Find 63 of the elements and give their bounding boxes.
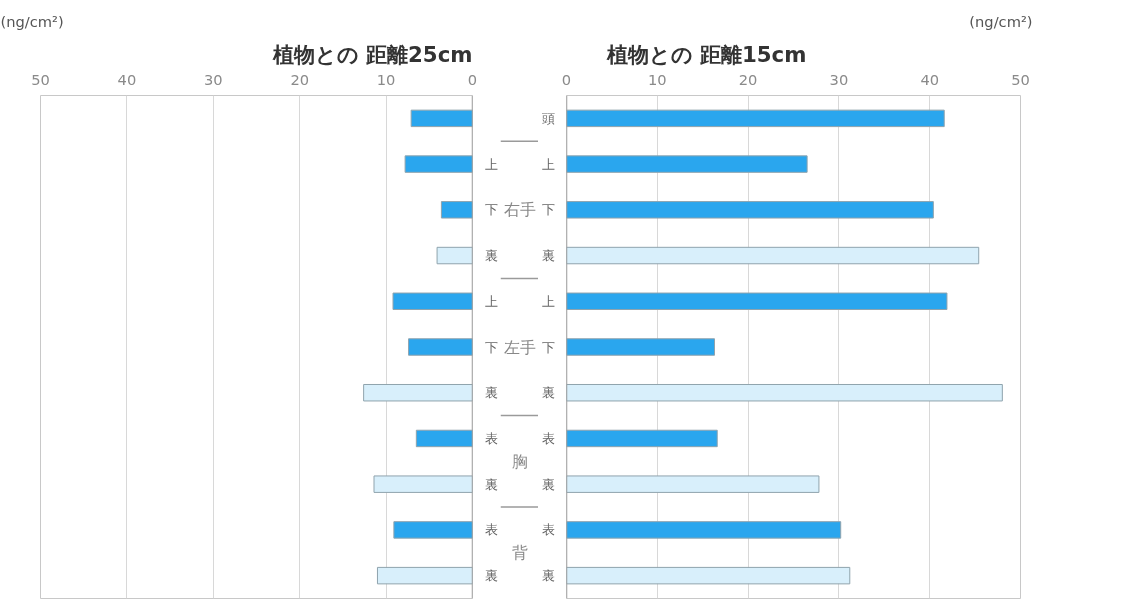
x-tick-label: 10 <box>647 70 667 88</box>
bar <box>415 429 473 448</box>
y-tick-label: 裏 <box>541 568 555 584</box>
x-tick-label: 0 <box>561 70 572 88</box>
y-tick-label: 裏 <box>541 385 555 401</box>
text: 背 <box>511 543 528 563</box>
bar <box>404 155 473 173</box>
bar <box>363 384 473 402</box>
x-axis-title: (ng/cm²) <box>969 12 1033 30</box>
y-tick-label: 下 <box>541 202 555 218</box>
x-axis-title: (ng/cm²) <box>0 12 64 30</box>
bar <box>566 475 820 493</box>
chart-title: 植物との 距離25cm <box>271 41 473 67</box>
y-tick-label: 上 <box>484 156 498 172</box>
y-tick-label: 上 <box>541 156 555 172</box>
chart-title: 植物との 距離15cm <box>605 41 807 67</box>
text: 右手 <box>503 200 536 220</box>
bar <box>440 201 473 219</box>
y-tick-label: 裏 <box>484 385 498 401</box>
bar <box>408 338 473 356</box>
y-tick-label: 上 <box>484 293 498 309</box>
bar <box>566 246 980 265</box>
bar <box>566 384 1003 402</box>
y-tick-label: 上 <box>541 293 555 309</box>
y-tick-label: 下 <box>484 339 498 355</box>
x-tick-label: 20 <box>738 70 758 88</box>
bar <box>410 109 473 128</box>
x-tick-label: 50 <box>31 70 50 88</box>
bar <box>392 292 473 310</box>
y-tick-label: 表 <box>484 522 498 538</box>
x-tick-label: 50 <box>1011 70 1030 88</box>
x-tick-label: 0 <box>467 70 478 88</box>
bar <box>376 566 473 585</box>
bar <box>566 155 808 173</box>
y-tick-label: 裏 <box>484 248 498 264</box>
x-tick-label: 10 <box>376 70 396 88</box>
y-tick-label: 頭 <box>541 110 555 126</box>
bar <box>393 521 473 539</box>
x-tick-label: 20 <box>290 70 310 88</box>
bar <box>566 429 718 448</box>
x-tick-label: 40 <box>117 70 137 88</box>
y-tick-label: 裏 <box>541 248 555 264</box>
x-tick-label: 40 <box>920 70 940 88</box>
x-tick-label: 30 <box>203 70 223 88</box>
y-tick-label: 表 <box>484 430 498 446</box>
bar <box>566 201 934 219</box>
y-tick-label: 下 <box>541 339 555 355</box>
y-tick-label: 裏 <box>484 476 498 492</box>
y-tick-label: 裏 <box>541 476 555 492</box>
y-tick-label: 表 <box>541 522 555 538</box>
x-tick-label: 30 <box>829 70 849 88</box>
y-tick-label: 裏 <box>484 568 498 584</box>
bar <box>566 109 945 128</box>
y-tick-label: 表 <box>541 430 555 446</box>
bar <box>436 246 473 265</box>
y-tick-label: 下 <box>484 202 498 218</box>
text: 胸 <box>511 451 528 471</box>
bar <box>566 338 715 356</box>
bar <box>566 566 851 585</box>
bar <box>373 475 473 493</box>
bar <box>566 521 842 539</box>
text: 左手 <box>503 337 536 357</box>
bar <box>566 292 948 310</box>
